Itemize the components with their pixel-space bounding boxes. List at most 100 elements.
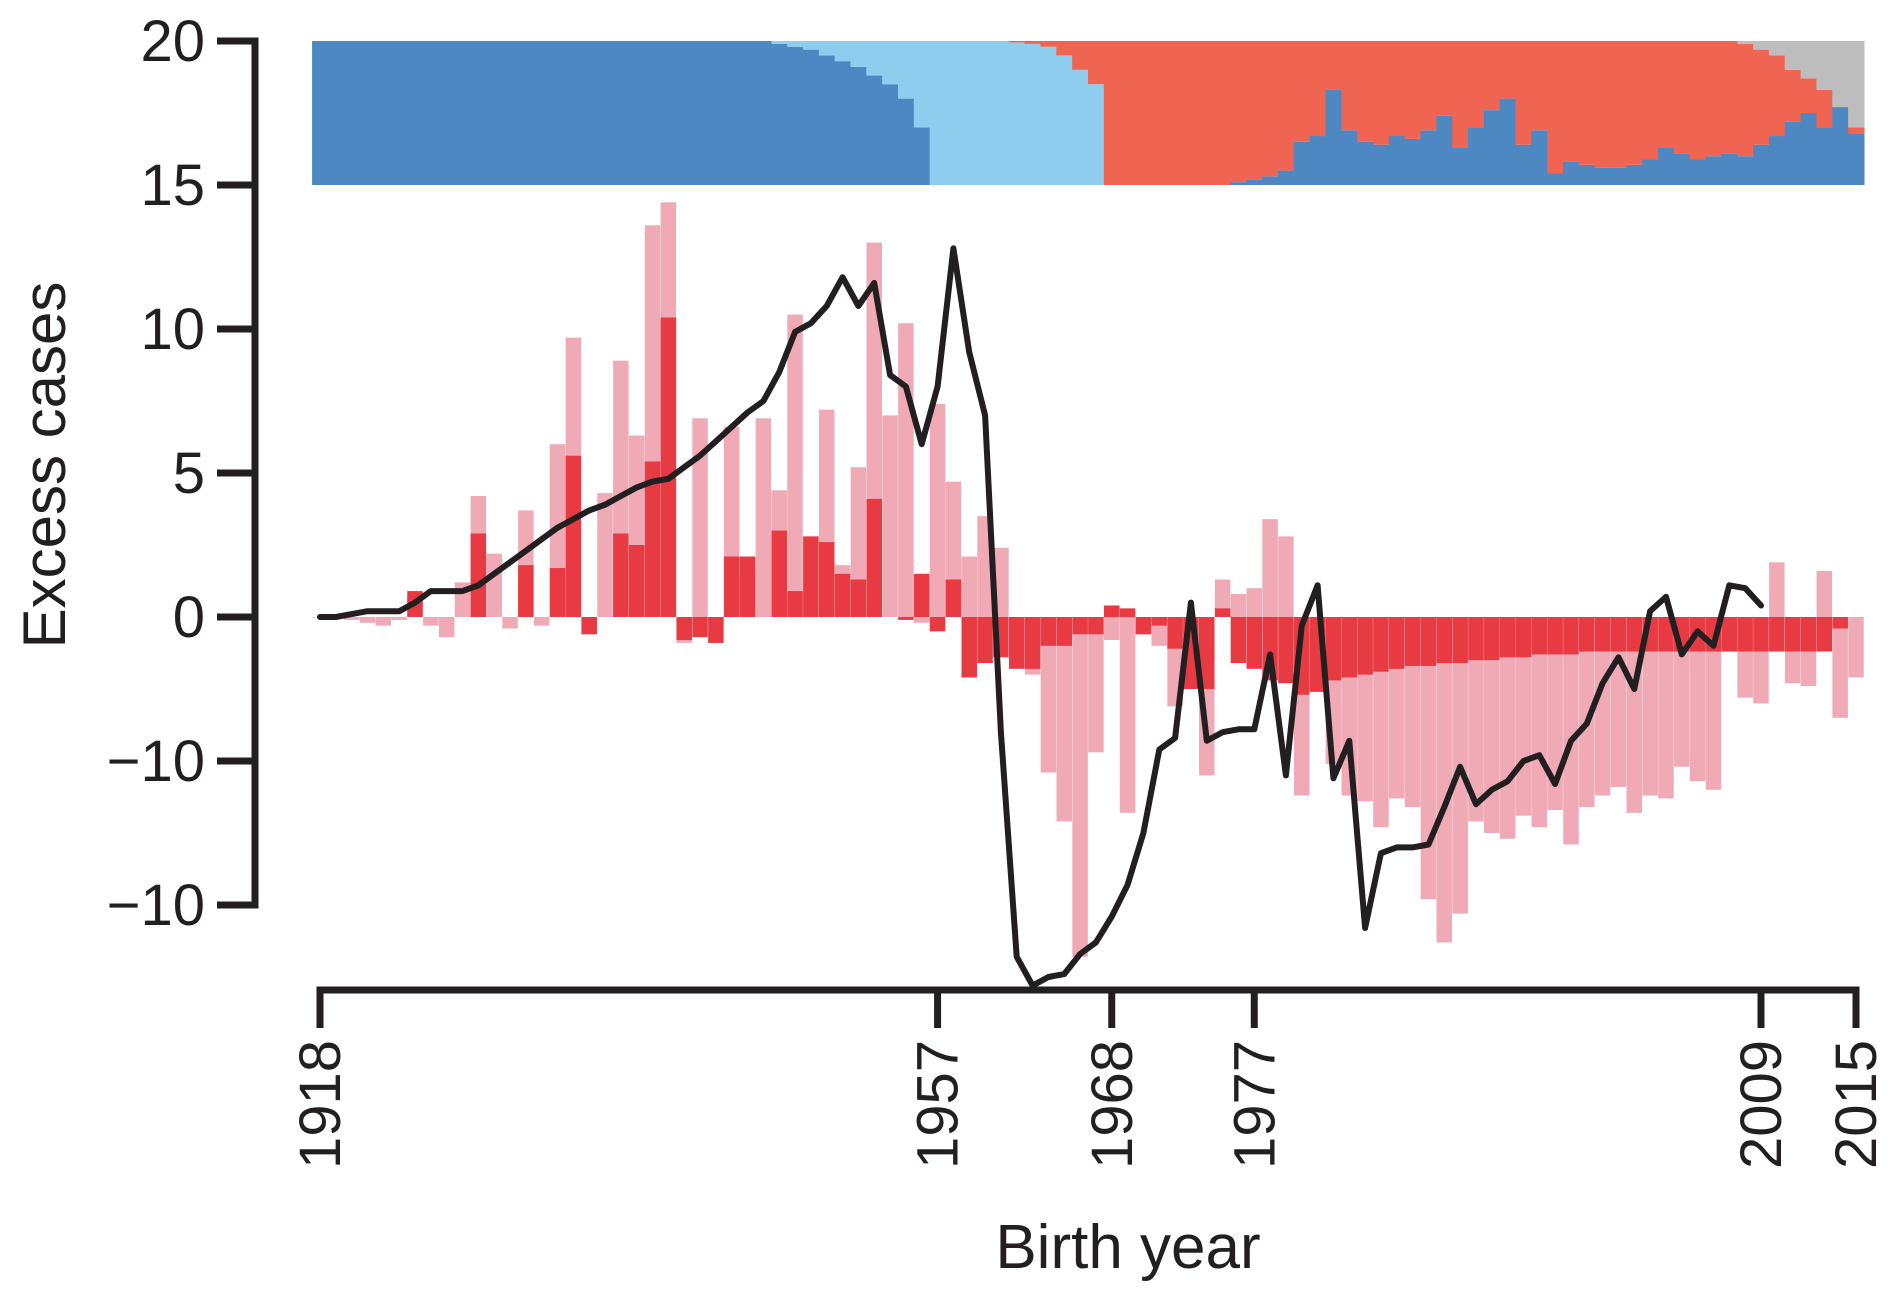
bar-component [1452, 617, 1468, 664]
composition-segment-blue [1436, 115, 1453, 185]
bar-total [913, 617, 930, 623]
composition-segment-red [1563, 41, 1580, 162]
composition-segment-red [1135, 41, 1152, 185]
composition-segment-blue [517, 41, 535, 185]
composition-segment-red [1167, 41, 1184, 185]
composition-segment-red [1436, 41, 1453, 116]
bar-component [1436, 617, 1453, 664]
bar-component [1072, 617, 1088, 635]
composition-segment-blue [1800, 113, 1818, 185]
composition-segment-blue [422, 41, 440, 185]
x-axis: 1918 1957 1968 1977 2009 2015 [288, 986, 1888, 1169]
bar-total [1832, 617, 1848, 718]
bar-component [692, 617, 708, 638]
bar-component [1119, 608, 1136, 617]
bar-total [533, 617, 550, 626]
bar-total [597, 493, 613, 617]
composition-segment-lightblue [1088, 84, 1105, 185]
bar-component [929, 617, 946, 632]
bar-component [1594, 617, 1611, 652]
bar-component [1737, 617, 1753, 652]
cumulative-excess-line [317, 245, 1764, 989]
composition-segment-blue [1784, 121, 1802, 185]
composition-segment-blue [755, 41, 772, 185]
x-tick-label: 1968 [1080, 1040, 1145, 1169]
bar-component [945, 579, 962, 617]
composition-segment-blue [1278, 170, 1295, 185]
bar-total [502, 617, 518, 629]
composition-segment-blue [1531, 130, 1548, 185]
composition-segment-blue [1499, 98, 1517, 185]
bar-component [961, 617, 977, 678]
bar-total [391, 617, 407, 620]
y-axis-label: Excess cases [11, 282, 78, 649]
composition-segment-red [1293, 41, 1311, 142]
bar-component [549, 568, 566, 617]
bar-component [898, 617, 914, 620]
bar-component [1373, 617, 1389, 672]
bar-total [1531, 617, 1548, 828]
composition-segment-blue [407, 41, 424, 185]
bar-component [1230, 617, 1247, 664]
bar-total [1848, 617, 1864, 678]
bar-component [1246, 617, 1263, 669]
composition-segment-red [1230, 41, 1247, 183]
composition-segment-red [1388, 41, 1406, 137]
composition-segment-blue [549, 41, 567, 185]
composition-segment-red [1072, 41, 1089, 70]
bar-total [1246, 588, 1263, 617]
composition-segment-lightblue [802, 41, 820, 50]
bar-total [1040, 617, 1057, 773]
x-tick-label: 1957 [906, 1040, 971, 1169]
composition-segment-red [1040, 41, 1057, 47]
composition-segment-blue [802, 49, 820, 185]
composition-segment-red [1673, 41, 1691, 154]
bar-total [375, 617, 392, 626]
composition-segment-blue [359, 41, 377, 185]
composition-segment-lightblue [1024, 43, 1042, 185]
composition-segment-gray [1737, 41, 1754, 44]
bar-total [1468, 617, 1484, 822]
composition-segment-red [1642, 41, 1659, 160]
composition-segment-blue [1404, 138, 1422, 185]
composition-segment-red [1531, 41, 1548, 131]
bar-component [977, 617, 993, 664]
composition-segment-lightblue [945, 41, 962, 185]
composition-segment-blue [391, 41, 408, 185]
composition-segment-blue [612, 41, 630, 185]
bar-component [787, 591, 803, 617]
bar-total [1278, 536, 1294, 617]
composition-segment-blue [771, 43, 788, 185]
composition-segment-red [1737, 43, 1754, 157]
composition-segment-red [1420, 41, 1437, 131]
composition-segment-red [1594, 41, 1612, 168]
bar-component [628, 545, 645, 617]
composition-segment-blue [913, 127, 931, 185]
composition-segment-red [1816, 89, 1833, 128]
composition-segment-lightblue [977, 41, 994, 185]
composition-segment-blue [1705, 156, 1723, 185]
composition-segment-blue [1658, 147, 1675, 185]
bar-total [1262, 519, 1278, 617]
bar-component [1515, 617, 1532, 658]
bar-component [1658, 617, 1674, 652]
bar-total [692, 418, 708, 617]
bar-total [882, 415, 898, 617]
bar-component [518, 565, 534, 617]
bar-total [929, 403, 946, 617]
composition-segment-blue [1832, 89, 1849, 185]
bar-total [1484, 617, 1500, 833]
bar-component [1167, 617, 1183, 649]
composition-segment-blue [866, 75, 883, 185]
composition-segment-blue [660, 41, 677, 185]
bar-component [1800, 617, 1817, 652]
composition-segment-blue [628, 41, 646, 185]
composition-segment-red [1800, 78, 1818, 113]
composition-segment-red [1721, 41, 1738, 154]
bar-component [1832, 617, 1848, 629]
bar-component [1420, 617, 1437, 666]
bar-component [1626, 617, 1643, 652]
bar-component [676, 617, 692, 641]
composition-segment-blue [1563, 161, 1580, 185]
bar-component [1135, 617, 1152, 635]
